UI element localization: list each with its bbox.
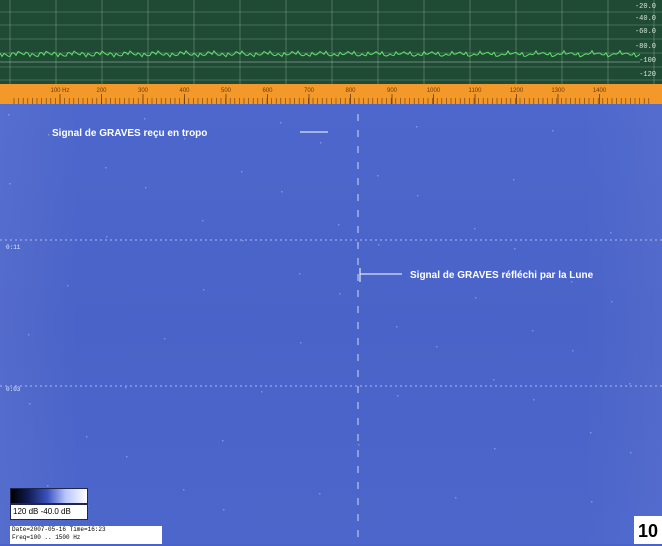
noise-speckle <box>8 114 10 116</box>
noise-speckle <box>416 126 418 128</box>
frequency-ruler: 100 Hz 200 300 400 500 600 700 800 900 1000 1100 12… <box>0 84 662 104</box>
noise-speckle <box>125 387 127 389</box>
noise-speckle <box>67 285 69 287</box>
noise-speckle <box>183 489 185 491</box>
frequency-tick-label: 500 <box>221 88 232 94</box>
noise-speckle <box>338 224 340 226</box>
frequency-tick-label: 600 <box>262 88 273 94</box>
frequency-tick-label: 900 <box>387 88 398 94</box>
noise-speckle <box>242 240 244 242</box>
noise-speckle <box>493 379 495 381</box>
waterfall-marks <box>0 114 662 537</box>
db-label: -40.0 <box>634 15 656 23</box>
capture-date-line: Date=2007-05-16 Time=16:23 <box>12 526 106 533</box>
noise-speckle <box>611 301 613 303</box>
noise-speckle <box>591 501 593 503</box>
color-scale-range: 120 dB -40.0 dB <box>10 504 88 520</box>
noise-speckle <box>223 509 225 511</box>
frequency-tick-label: 200 <box>96 88 107 94</box>
frequency-tick-label: 1300 <box>551 88 565 94</box>
db-label: -80.0 <box>634 43 656 51</box>
noise-speckle <box>86 436 88 438</box>
ruler-ticks: 100 Hz 200 300 400 500 600 700 800 900 1000 1100 12… <box>13 88 650 104</box>
annotation-moon: Signal de GRAVES réfléchi par la Lune <box>410 270 594 281</box>
noise-speckle <box>299 273 301 275</box>
noise-speckle <box>339 293 341 295</box>
noise-speckle <box>261 391 263 393</box>
noise-speckle <box>629 383 631 385</box>
noise-speckle <box>572 350 574 352</box>
noise-speckle <box>610 232 612 234</box>
noise-speckle <box>126 456 128 458</box>
capture-freq-line: Freq=100 .. 1500 Hz <box>12 534 81 541</box>
noise-speckle <box>144 118 146 120</box>
frequency-tick-label: 300 <box>138 88 149 94</box>
frequency-tick-label: 400 <box>179 88 190 94</box>
noise-speckle <box>105 167 107 169</box>
noise-speckle <box>533 399 535 401</box>
noise-speckle <box>474 228 476 230</box>
noise-speckle <box>358 444 360 446</box>
noise-speckle <box>300 342 302 344</box>
frequency-tick-label: 800 <box>345 88 356 94</box>
spectrum-trace <box>0 49 641 58</box>
noise-speckle <box>241 171 243 173</box>
noise-speckle <box>47 485 49 487</box>
noise-speckle <box>320 142 322 144</box>
noise-speckle <box>397 395 399 397</box>
noise-speckle <box>630 452 632 454</box>
noise-speckle <box>590 432 592 434</box>
frequency-tick-label: 100 Hz <box>50 88 69 94</box>
noise-speckle <box>494 448 496 450</box>
db-label: -20.0 <box>634 3 656 11</box>
noise-speckle <box>552 130 554 132</box>
noise-speckle <box>145 187 147 189</box>
noise-speckle <box>377 175 379 177</box>
noise-speckle <box>513 179 515 181</box>
noise-speckle <box>164 338 166 340</box>
annotation-tropo: Signal de GRAVES reçu en tropo <box>52 128 208 139</box>
noise-speckle <box>184 138 186 140</box>
waterfall-display: Signal de GRAVES reçu en tropo Signal de… <box>0 104 662 544</box>
db-label: -100 <box>639 57 656 65</box>
noise-speckle <box>29 403 31 405</box>
color-scale-legend: 120 dB -40.0 dB <box>10 488 88 524</box>
frequency-tick-label: 1000 <box>427 88 441 94</box>
spectrum-grid <box>0 0 662 84</box>
noise-speckle <box>435 277 437 279</box>
frequency-tick-label: 1200 <box>510 88 524 94</box>
db-label: -120 <box>639 71 656 79</box>
noise-speckle <box>48 134 50 136</box>
noise-speckle <box>532 330 534 332</box>
capture-info: Date=2007-05-16 Time=16:23 Freq=100 .. 1… <box>10 526 162 544</box>
db-label: -60.0 <box>634 28 656 36</box>
noise-speckle <box>281 191 283 193</box>
color-scale-bar <box>10 488 88 504</box>
noise-speckle <box>378 244 380 246</box>
noise-speckle <box>417 195 419 197</box>
figure-number: 10 <box>634 516 662 544</box>
noise-speckle <box>571 281 573 283</box>
noise-speckle <box>9 183 11 185</box>
noise-speckle <box>455 497 457 499</box>
time-mark: 0:11 <box>6 244 21 251</box>
noise-speckle <box>475 297 477 299</box>
noise-speckle <box>436 346 438 348</box>
time-mark: 0:03 <box>6 386 21 393</box>
noise-speckle <box>203 289 205 291</box>
noise-speckle <box>222 440 224 442</box>
noise-speckle <box>202 220 204 222</box>
spectrum-panel: -20.0 -40.0 -60.0 -80.0 -100 -120 <box>0 0 662 84</box>
noise-speckle <box>28 334 30 336</box>
noise-speckle <box>319 493 321 495</box>
noise-speckle <box>280 122 282 124</box>
noise-speckle <box>106 236 108 238</box>
frequency-tick-label: 1400 <box>593 88 607 94</box>
noise-speckle <box>396 326 398 328</box>
frequency-tick-label: 700 <box>304 88 315 94</box>
noise-speckle <box>514 248 516 250</box>
frequency-tick-label: 1100 <box>469 88 483 94</box>
